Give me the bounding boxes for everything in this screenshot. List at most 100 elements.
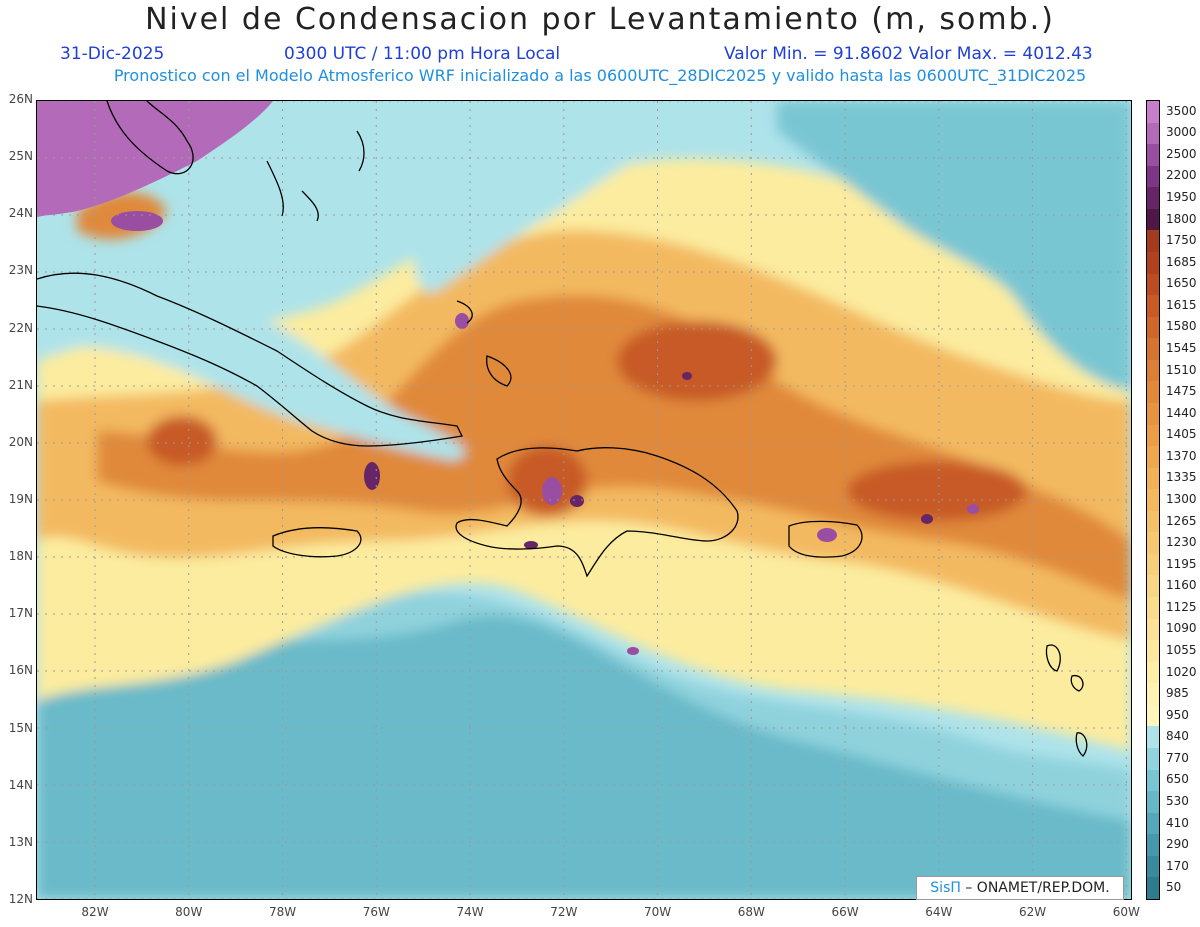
legend-swatch (1147, 101, 1159, 124)
legend-label: 1265 (1166, 513, 1197, 528)
legend-swatch (1147, 618, 1159, 641)
legend-label: 985 (1166, 686, 1189, 701)
legend-swatch (1147, 187, 1159, 210)
legend-label: 3500 (1166, 103, 1197, 118)
legend-swatch (1147, 834, 1159, 857)
legend-label: 1020 (1166, 664, 1197, 679)
legend-swatch (1147, 381, 1159, 404)
legend-swatch (1147, 877, 1159, 900)
legend-swatch (1147, 424, 1159, 447)
legend-label: 3000 (1166, 125, 1197, 140)
legend-swatch (1147, 661, 1159, 684)
purple-spot (542, 477, 562, 505)
legend-label: 1090 (1166, 621, 1197, 636)
legend-label: 2500 (1166, 146, 1197, 161)
legend-swatch (1147, 640, 1159, 663)
forecast-date: 31-Dic-2025 (60, 44, 165, 64)
lon-label: 74W (456, 905, 484, 919)
legend-swatch (1147, 726, 1159, 749)
lat-label: 14N (8, 777, 33, 792)
puerto-rico-coast (788, 520, 863, 558)
lat-label: 25N (8, 149, 33, 164)
lon-label: 62W (1019, 905, 1047, 919)
lon-label: 70W (643, 905, 672, 919)
purple-spot (570, 495, 584, 507)
legend-swatch (1147, 165, 1159, 188)
credit-box: SisΠ – ONAMET/REP.DOM. (916, 876, 1124, 900)
legend-label: 840 (1166, 729, 1189, 744)
lat-label: 21N (8, 377, 33, 392)
purple-spot (524, 541, 538, 549)
legend-swatch (1147, 704, 1159, 727)
lon-label: 76W (362, 905, 390, 919)
lat-label: 16N (8, 663, 33, 678)
credit-brand: SisΠ (930, 880, 961, 896)
legend-label: 1300 (1166, 492, 1197, 506)
dark-orange-patch (147, 416, 217, 466)
legend-label: 770 (1166, 750, 1189, 765)
legend-label: 530 (1166, 793, 1189, 808)
legend-swatch (1147, 230, 1159, 253)
legend-label: 170 (1166, 858, 1189, 873)
legend-swatch (1147, 553, 1159, 576)
min-max-values: Valor Min. = 91.8602 Valor Max. = 4012.4… (724, 44, 1093, 64)
legend-swatch (1147, 791, 1159, 814)
legend-label: 410 (1166, 815, 1189, 830)
legend-swatch (1147, 683, 1159, 706)
lat-label: 15N (8, 720, 33, 735)
legend-label: 1580 (1166, 319, 1197, 334)
color-legend (1146, 100, 1160, 900)
legend-label: 1510 (1166, 362, 1197, 377)
legend-label: 1475 (1166, 384, 1197, 399)
lat-lon-grid (37, 101, 1131, 899)
legend-label: 1405 (1166, 427, 1197, 442)
legend-label: 1545 (1166, 341, 1197, 356)
legend-swatch (1147, 597, 1159, 620)
legend-label: 1055 (1166, 642, 1197, 657)
legend-swatch (1147, 359, 1159, 382)
lon-label: 82W (81, 905, 109, 919)
legend-swatch (1147, 251, 1159, 275)
legend-swatch (1147, 575, 1159, 598)
forecast-subtitle: Pronostico con el Modelo Atmosferico WRF… (113, 66, 1087, 85)
purple-spot (627, 647, 639, 655)
purple-spot (455, 313, 469, 329)
legend-label: 1800 (1166, 211, 1197, 226)
legend-label: 1335 (1166, 470, 1197, 485)
cuba-light-sea (37, 269, 467, 461)
legend-swatch (1147, 812, 1159, 835)
hispaniola-coast (455, 447, 739, 578)
purple-spot (111, 211, 163, 231)
legend-label: 1615 (1166, 297, 1197, 312)
purple-spot (967, 504, 979, 514)
legend-swatch (1147, 748, 1159, 771)
legend-label: 1750 (1166, 233, 1197, 248)
legend-swatch (1147, 769, 1159, 792)
lat-label: 18N (8, 549, 33, 564)
legend-label: 650 (1166, 772, 1189, 787)
legend-label: 2200 (1166, 168, 1197, 183)
jamaica-coast (272, 527, 362, 558)
lat-label: 19N (8, 492, 33, 506)
purple-spot (364, 462, 380, 490)
map-panel[interactable] (36, 100, 1132, 900)
lon-label: 64W (925, 905, 953, 919)
lon-label: 68W (737, 905, 765, 919)
lat-label: 22N (8, 320, 33, 335)
legend-label: 1685 (1166, 254, 1197, 269)
lat-label: 17N (8, 606, 33, 621)
legend-swatch (1147, 446, 1159, 469)
sea-mid-region (37, 571, 1131, 899)
violet-high-lcl-region (37, 101, 273, 217)
purple-spot (817, 528, 837, 542)
lat-label: 24N (8, 206, 33, 221)
legend-label: 50 (1166, 880, 1182, 895)
legend-swatch (1147, 295, 1159, 318)
purple-spot (682, 372, 692, 380)
legend-label: 1440 (1166, 405, 1197, 420)
purple-spots (111, 211, 979, 655)
legend-swatch (1147, 402, 1159, 425)
legend-label: 950 (1166, 707, 1189, 722)
legend-swatch (1147, 208, 1159, 231)
bahamas-coast (266, 130, 512, 387)
